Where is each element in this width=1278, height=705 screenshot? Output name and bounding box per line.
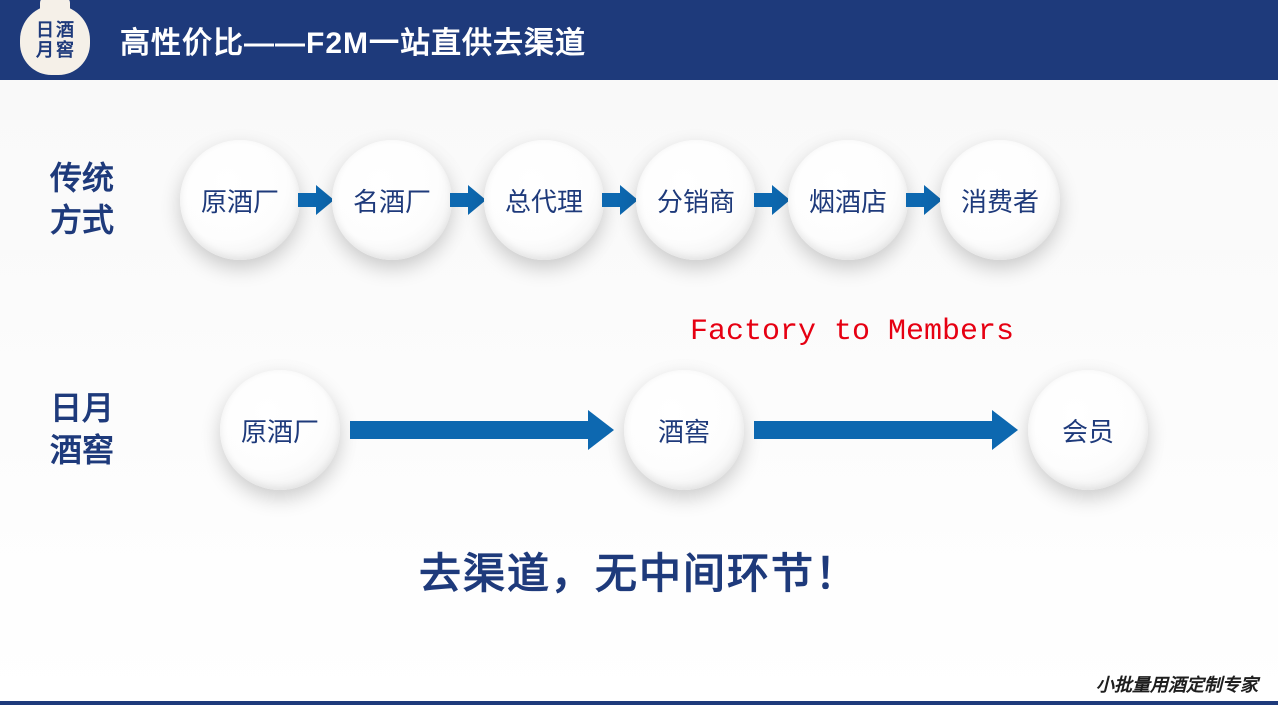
brand-logo: 日酒月窖 [20,5,90,75]
f2m-caption: Factory to Members [690,315,1014,349]
label-line: 方式 [50,200,150,242]
tagline-text: 去渠道，无中间环节！ [50,540,1228,601]
flow-node: 原酒厂 [180,140,300,260]
traditional-flow: 原酒厂 名酒厂 总代理 分销商 烟酒店 消费者 [180,140,1228,260]
footer-divider [0,701,1278,705]
row-label-traditional: 传统 方式 [50,158,150,241]
flow-node: 总代理 [484,140,604,260]
arrow-icon [906,185,942,215]
flow-node: 烟酒店 [788,140,908,260]
page-title: 高性价比——F2M一站直供去渠道 [120,18,586,62]
label-line: 酒窖 [50,430,150,472]
flow-node: 名酒厂 [332,140,452,260]
label-line: 日月 [50,388,150,430]
flow-node: 原酒厂 [220,370,340,490]
f2m-flow-row: Factory to Members 日月 酒窖 原酒厂 酒窖 会员 [50,370,1228,490]
arrow-icon [350,410,614,450]
logo-text: 日酒月窖 [36,21,74,59]
traditional-flow-row: 传统 方式 原酒厂 名酒厂 总代理 分销商 烟酒店 消费者 [50,140,1228,260]
header-bar: 日酒月窖 高性价比——F2M一站直供去渠道 [0,0,1278,80]
flow-node: 消费者 [940,140,1060,260]
arrow-icon [754,410,1018,450]
f2m-flow: 原酒厂 酒窖 会员 [180,370,1228,490]
arrow-icon [602,185,638,215]
footer-slogan: 小批量用酒定制专家 [1096,671,1258,697]
flow-node: 酒窖 [624,370,744,490]
arrow-icon [298,185,334,215]
row-label-f2m: 日月 酒窖 [50,388,150,471]
arrow-icon [754,185,790,215]
label-line: 传统 [50,158,150,200]
flow-node: 会员 [1028,370,1148,490]
arrow-icon [450,185,486,215]
flow-node: 分销商 [636,140,756,260]
